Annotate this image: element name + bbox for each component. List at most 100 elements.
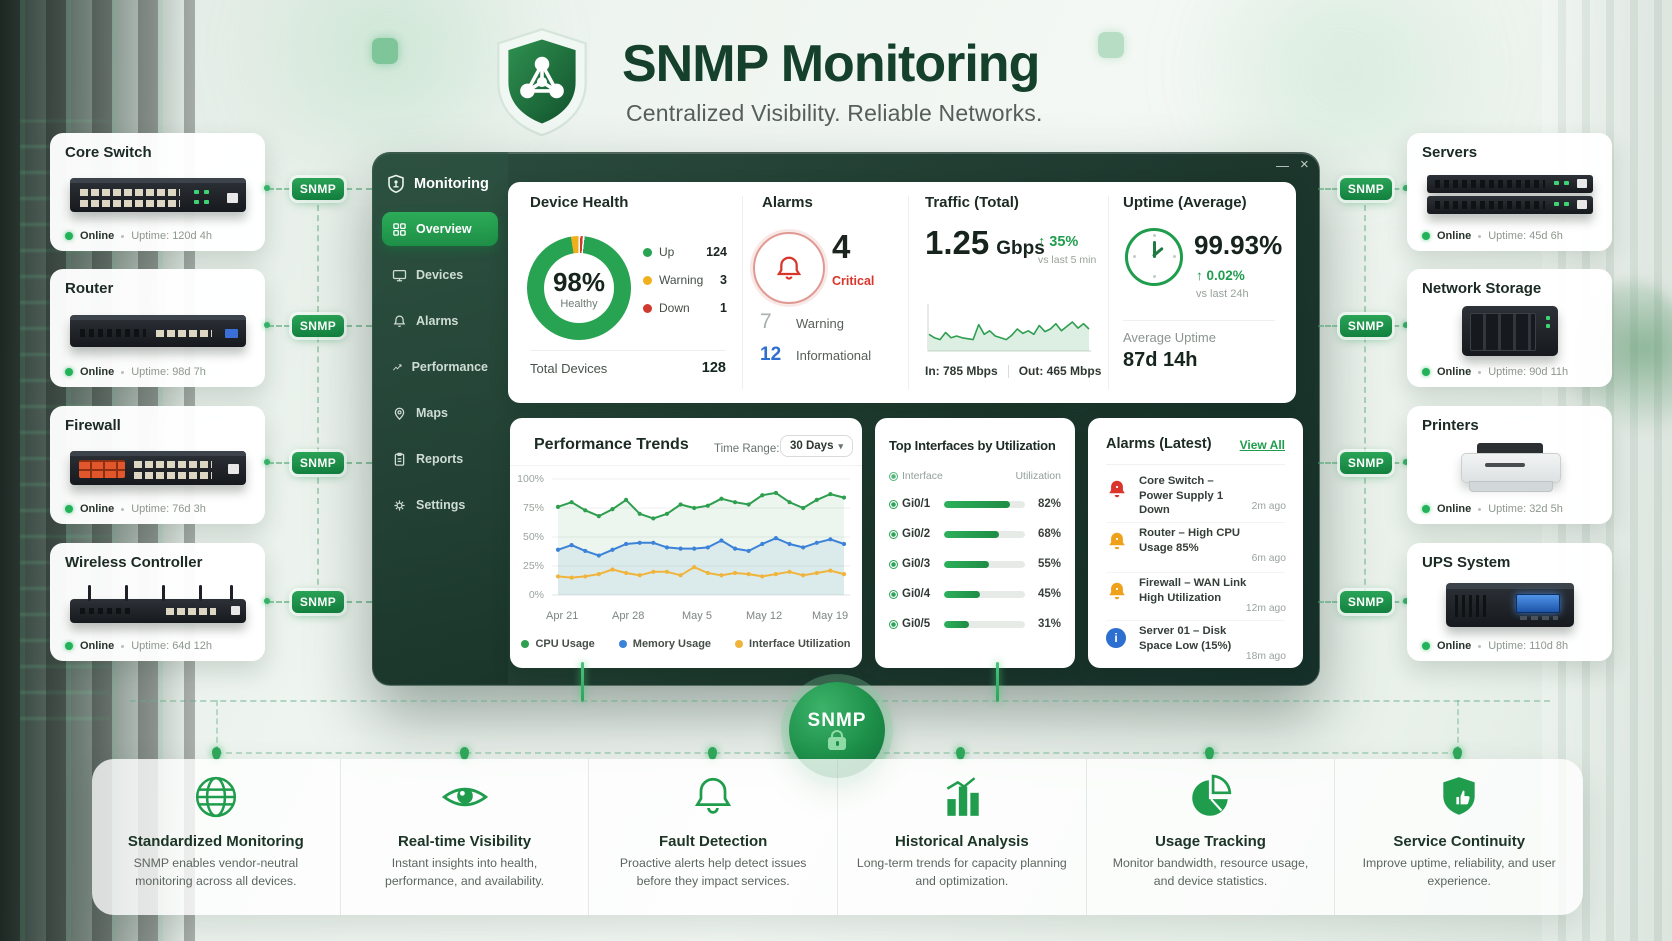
view-all-link[interactable]: View All xyxy=(1239,438,1285,452)
column-utilization: Utilization xyxy=(1015,470,1061,482)
utilization-value: 31% xyxy=(1037,618,1061,630)
donut-center-value: 98% xyxy=(552,266,606,297)
divider xyxy=(1106,522,1285,523)
connector-green-line xyxy=(996,662,999,702)
feature-title: Real-time Visibility xyxy=(397,833,532,850)
sidebar-item-alarms[interactable]: Alarms xyxy=(382,304,498,338)
legend-label: Interface Utilization xyxy=(749,638,851,650)
connector-dot xyxy=(264,185,270,191)
info-row: 12 Informational xyxy=(760,344,871,366)
average-uptime-label: Average Uptime xyxy=(1123,330,1216,345)
connector-dashed-line xyxy=(1394,462,1408,464)
background-chip xyxy=(372,38,398,64)
top-interfaces-title: Top Interfaces by Utilization xyxy=(889,438,1056,453)
bell-icon xyxy=(393,314,406,327)
sidebar-item-overview[interactable]: Overview xyxy=(382,212,498,246)
traffic-delta: ↑ 35% xyxy=(1038,234,1079,250)
warning-label: Warning xyxy=(796,316,844,331)
performance-line-chart xyxy=(552,478,850,596)
device-name: UPS System xyxy=(1422,554,1511,571)
critical-label: Critical xyxy=(832,274,875,288)
traffic-sparkline-chart xyxy=(927,304,1091,352)
feature-real-time-visibility: Real-time Visibility Instant insights in… xyxy=(339,759,589,915)
feature-title: Standardized Monitoring xyxy=(127,833,304,850)
utilization-bar xyxy=(944,500,1025,508)
connector-dashed-line xyxy=(1318,601,1338,603)
alarm-time: 6m ago xyxy=(1251,553,1286,564)
device-health-donut-chart: 98% Healthy xyxy=(527,236,631,340)
connector-dashed-line xyxy=(268,188,290,190)
x-axis-tick: May 12 xyxy=(746,610,783,622)
map-pin-icon xyxy=(394,407,405,420)
sidebar-item-label: Settings xyxy=(416,498,466,512)
time-range-select[interactable]: 30 Days ▾ xyxy=(780,435,854,457)
connector-dot xyxy=(264,459,270,465)
interface-row: Gi0/4 45% xyxy=(889,584,1061,604)
sidebar-item-reports[interactable]: Reports xyxy=(382,442,498,476)
info-count: 12 xyxy=(760,344,782,365)
sidebar-item-maps[interactable]: Maps xyxy=(382,396,498,430)
stats-panel: Device Health 98% Healthy Up 124 Warning… xyxy=(508,182,1296,403)
utilization-bar xyxy=(944,620,1025,628)
device-name: Servers xyxy=(1422,144,1478,161)
uptime-label: Uptime: 110d 8h xyxy=(1488,640,1569,652)
sidebar-item-label: Devices xyxy=(416,268,464,282)
device-card-ups-system: UPS System Online Uptime: 110d 8h xyxy=(1407,543,1612,661)
window-close-button[interactable]: × xyxy=(1300,156,1309,173)
connector-dashed-line xyxy=(268,462,290,464)
bell-icon xyxy=(695,777,732,814)
legend-label: CPU Usage xyxy=(535,638,595,650)
device-health-legend: Up 124 Warning 3 Down 1 xyxy=(643,244,727,316)
x-axis-tick: May 19 xyxy=(812,610,849,622)
uptime-value: 99.93% xyxy=(1194,230,1283,260)
alarm-time: 2m ago xyxy=(1251,501,1286,512)
snmp-hub-label: SNMP xyxy=(807,710,867,731)
donut-center-label: Healthy xyxy=(560,297,598,310)
connector-teardrop xyxy=(1453,747,1462,760)
connector-teardrop xyxy=(1205,747,1214,760)
snmp-badge: SNMP xyxy=(292,452,344,474)
connector-dot xyxy=(1403,322,1409,328)
connector-dashed-line xyxy=(1318,325,1338,327)
feature-title: Service Continuity xyxy=(1393,833,1526,850)
pie-chart-icon xyxy=(1191,774,1231,816)
port-icon xyxy=(889,529,898,539)
utilization-value: 68% xyxy=(1037,528,1061,540)
utilization-value: 82% xyxy=(1037,498,1061,510)
clock-icon xyxy=(1125,228,1183,286)
divider xyxy=(742,196,743,389)
sidebar-item-label: Overview xyxy=(416,222,472,236)
sidebar-item-settings[interactable]: Settings xyxy=(382,488,498,522)
divider xyxy=(1106,620,1285,621)
utilization-bar xyxy=(944,560,1025,568)
sidebar-item-label: Maps xyxy=(416,406,448,420)
interface-row: Gi0/3 55% xyxy=(889,554,1061,574)
sidebar-item-devices[interactable]: Devices xyxy=(382,258,498,292)
y-axis-tick: 0% xyxy=(528,589,544,601)
chart-legend: CPU Usage Memory Usage Interface Utiliza… xyxy=(510,638,862,650)
snmp-badge: SNMP xyxy=(1340,178,1392,200)
connector-dashed-line xyxy=(346,601,372,603)
alarm-text: Core Switch – Power Supply 1 Down xyxy=(1139,475,1224,517)
sidebar-item-performance[interactable]: Performance xyxy=(382,350,498,384)
status-label: Online xyxy=(80,503,115,515)
divider xyxy=(1108,196,1109,389)
uptime-title: Uptime (Average) xyxy=(1123,194,1247,211)
snmp-badge: SNMP xyxy=(292,591,344,613)
connector-dashed-line xyxy=(1318,188,1338,190)
traffic-in: In: 785 Mbps xyxy=(925,364,998,378)
window-minimize-button[interactable]: — xyxy=(1276,158,1289,173)
clipboard-icon xyxy=(394,452,405,466)
divider xyxy=(908,196,909,389)
connector-dot xyxy=(264,598,270,604)
status-label: Online xyxy=(1437,503,1472,515)
eye-icon xyxy=(441,787,488,807)
feature-description: Long-term trends for capacity planning a… xyxy=(856,856,1067,888)
interface-name: Gi0/4 xyxy=(902,588,931,600)
features-bar: Standardized Monitoring SNMP enables ven… xyxy=(92,759,1583,915)
traffic-value-row: 1.25 Gbps xyxy=(925,224,1045,262)
device-card-servers: Servers Online Uptime: 45d 6h xyxy=(1407,133,1612,251)
divider xyxy=(1106,572,1285,573)
snmp-badge: SNMP xyxy=(1340,452,1392,474)
